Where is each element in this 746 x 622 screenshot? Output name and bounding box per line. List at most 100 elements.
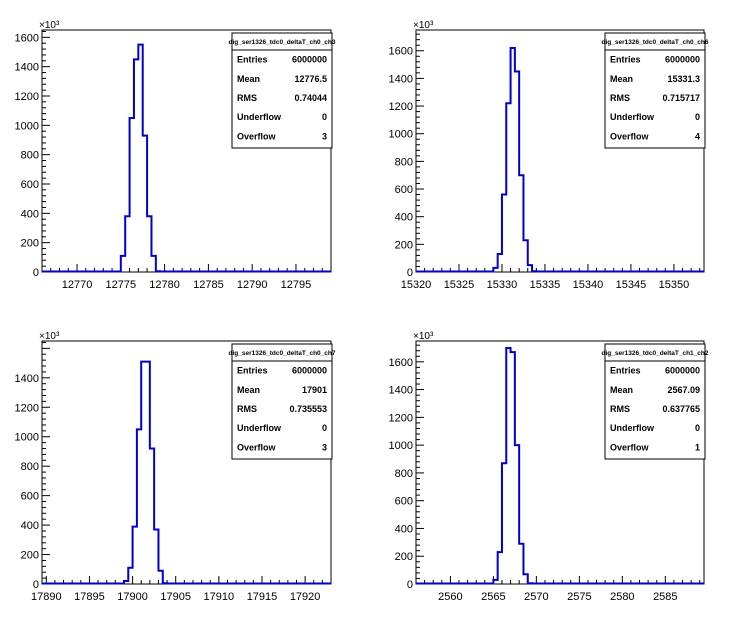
stat-value: 3 (322, 131, 327, 141)
histogram-panel: 15320 15325 15330 15335 15340 15345 15350 0 200 4… (389, 20, 709, 291)
y-tick-label: 1600 (389, 46, 413, 58)
x-tick-label: 17890 (31, 591, 62, 603)
stat-value: 0.735553 (289, 404, 327, 414)
histogram-panel: 12770 12775 12780 12785 12790 12795 0 200 400 600… (15, 20, 336, 291)
stat-label: RMS (237, 93, 257, 103)
y-tick-label: 200 (395, 551, 413, 563)
stat-label: RMS (610, 404, 630, 414)
stat-label: Underflow (237, 112, 282, 122)
y-tick-label: 200 (395, 239, 413, 251)
y-multiplier-label: ×10³ (413, 331, 434, 342)
y-tick-label: 1200 (15, 402, 39, 414)
stat-value: 0.637765 (662, 404, 700, 414)
stat-label: Overflow (610, 442, 650, 452)
stat-value: 0 (322, 423, 327, 433)
y-tick-label: 0 (33, 579, 39, 591)
x-tick-label: 2580 (610, 591, 634, 603)
stat-label: RMS (237, 404, 257, 414)
stat-label: Underflow (610, 423, 655, 433)
stat-label: Underflow (237, 423, 282, 433)
y-tick-label: 1000 (15, 120, 39, 132)
y-multiplier-label: ×10³ (413, 20, 434, 31)
stats-title: dig_ser1326_tdc0_deltaT_ch0_ch3 (229, 39, 336, 46)
y-tick-label: 1400 (389, 73, 413, 85)
x-tick-label: 17900 (117, 591, 148, 603)
x-tick-label: 12780 (149, 279, 180, 291)
stats-box-frame (231, 32, 333, 149)
stat-label: Entries (237, 55, 268, 65)
y-tick-label: 200 (21, 550, 39, 562)
x-tick-label: 15340 (573, 279, 604, 291)
x-tick-label: 15345 (616, 279, 647, 291)
y-tick-label: 1200 (389, 412, 413, 424)
stat-label: RMS (610, 93, 630, 103)
stats-title: dig_ser1326_tdc0_deltaT_ch0_ch6 (602, 39, 709, 46)
stat-value: 0 (695, 112, 700, 122)
stat-value: 0.715717 (662, 93, 700, 103)
y-tick-label: 800 (21, 150, 39, 162)
y-tick-label: 400 (395, 523, 413, 535)
y-tick-label: 800 (395, 468, 413, 480)
x-tick-label: 17920 (290, 591, 321, 603)
stat-label: Mean (610, 385, 633, 395)
x-tick-label: 15350 (659, 279, 690, 291)
y-tick-label: 1400 (15, 62, 39, 74)
y-tick-label: 800 (395, 156, 413, 168)
y-tick-label: 1600 (15, 32, 39, 44)
stat-value: 0 (322, 112, 327, 122)
x-tick-label: 17915 (247, 591, 278, 603)
histogram-series-line (416, 346, 704, 585)
stat-label: Underflow (610, 112, 655, 122)
stat-value: 4 (695, 131, 700, 141)
x-tick-label: 15335 (530, 279, 561, 291)
y-tick-label: 800 (21, 461, 39, 473)
x-tick-label: 17910 (204, 591, 235, 603)
stats-box-frame (231, 343, 333, 460)
stat-value: 6000000 (665, 366, 700, 376)
y-tick-label: 0 (407, 579, 413, 591)
y-tick-label: 400 (21, 520, 39, 532)
stat-label: Overflow (237, 131, 277, 141)
y-tick-label: 1000 (389, 440, 413, 452)
y-tick-label: 0 (33, 267, 39, 279)
stats-box: dig_ser1326_tdc0_deltaT_ch0_ch3 Entries 60… (229, 32, 336, 149)
stat-label: Mean (237, 385, 260, 395)
stats-box: dig_ser1326_tdc0_deltaT_ch0_ch7 Entries 60… (229, 343, 336, 460)
x-tick-label: 12795 (281, 279, 312, 291)
x-tick-label: 2565 (481, 591, 505, 603)
histogram-series-line (42, 360, 331, 585)
x-tick-label: 2560 (438, 591, 462, 603)
stat-label: Entries (237, 366, 268, 376)
stats-box: dig_ser1326_tdc0_deltaT_ch0_ch6 Entries 60… (602, 32, 709, 149)
histogram-series-line (416, 46, 704, 273)
y-tick-label: 600 (395, 184, 413, 196)
y-tick-label: 1000 (15, 432, 39, 444)
stat-value: 6000000 (292, 366, 327, 376)
y-tick-label: 400 (395, 212, 413, 224)
stats-box-frame (604, 32, 706, 149)
stat-label: Overflow (237, 442, 277, 452)
x-tick-label: 2575 (567, 591, 591, 603)
stat-value: 1 (695, 442, 700, 452)
stat-value: 3 (322, 442, 327, 452)
stat-label: Mean (610, 74, 633, 84)
stats-box-frame (604, 343, 706, 460)
histogram-panel: 17890 17895 17900 17905 17910 17915 17920 0 200 4… (15, 331, 336, 603)
stat-value: 6000000 (292, 55, 327, 65)
y-tick-label: 200 (21, 238, 39, 250)
stats-title: dig_ser1326_tdc0_deltaT_ch1_ch2 (602, 350, 709, 357)
stat-label: Entries (610, 55, 641, 65)
x-tick-label: 2570 (524, 591, 548, 603)
y-tick-label: 1600 (389, 357, 413, 369)
x-tick-label: 15325 (444, 279, 475, 291)
y-tick-label: 400 (21, 208, 39, 220)
stat-value: 0 (695, 423, 700, 433)
y-multiplier-label: ×10³ (39, 331, 60, 342)
y-tick-label: 600 (21, 491, 39, 503)
y-tick-label: 1200 (15, 91, 39, 103)
y-tick-label: 1400 (15, 373, 39, 385)
y-tick-label: 600 (395, 496, 413, 508)
stats-box: dig_ser1326_tdc0_deltaT_ch1_ch2 Entries 60… (602, 343, 709, 460)
stat-label: Mean (237, 74, 260, 84)
